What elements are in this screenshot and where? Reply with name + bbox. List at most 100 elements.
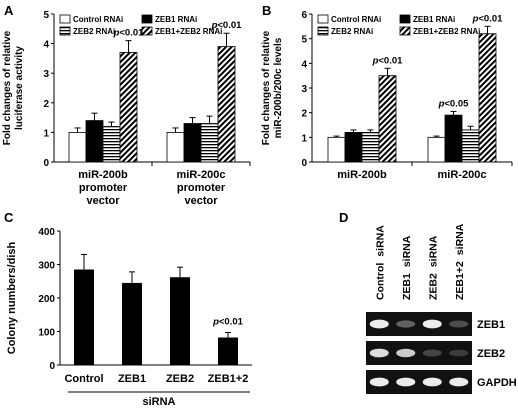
c-y-tick-label: 0 bbox=[49, 361, 55, 372]
b-p-value-label: p<0.05 bbox=[438, 98, 470, 109]
a-bar bbox=[85, 120, 104, 163]
a-group-label: promoter bbox=[79, 182, 128, 194]
gel-lane-label: ZEB1siRNA bbox=[401, 235, 413, 300]
b-legend-label: Control RNAi bbox=[331, 15, 381, 24]
a-bar bbox=[217, 46, 236, 163]
a-p-value-label: p<0.01 bbox=[211, 20, 243, 31]
a-y-tick-label: 4 bbox=[43, 40, 49, 51]
b-p-value-label: p<0.01 bbox=[472, 13, 504, 24]
c-y-axis-label: Colony numbers/dish bbox=[6, 241, 18, 354]
gel-row-label: ZEB1 bbox=[477, 319, 505, 331]
c-bar bbox=[122, 282, 142, 365]
a-group-label: vector bbox=[184, 195, 218, 207]
gel-band bbox=[369, 377, 389, 387]
c-group-label: siRNA bbox=[142, 396, 175, 408]
gel-band bbox=[422, 349, 442, 357]
b-y-axis-label: miR-200b/200c levels bbox=[273, 37, 284, 138]
b-group-label: miR-200c bbox=[438, 169, 487, 181]
b-y-tick-label: 0 bbox=[301, 158, 307, 169]
a-y-axis-label: Fold changes of relative bbox=[2, 30, 13, 145]
a-group-label: promoter bbox=[177, 182, 226, 194]
gel-lane-label: ZEB1+2siRNA bbox=[454, 223, 466, 300]
gel-band bbox=[449, 377, 469, 387]
gel-band bbox=[396, 320, 416, 328]
c-y-tick-label: 300 bbox=[38, 261, 55, 272]
a-bar bbox=[166, 131, 185, 163]
a-bar bbox=[200, 123, 219, 163]
a-group-label: miR-200b bbox=[78, 169, 128, 181]
b-bar bbox=[461, 129, 480, 163]
b-legend-label: ZEB2 RNAi bbox=[331, 27, 373, 36]
c-category-label: ZEB1+2 bbox=[208, 373, 249, 385]
a-p-value-label: p<0.01 bbox=[113, 28, 145, 39]
a-legend-label: Control RNAi bbox=[73, 15, 123, 24]
b-y-tick-label: 3 bbox=[301, 84, 307, 95]
panel-letter-b: B bbox=[262, 3, 271, 18]
b-legend-swatch bbox=[399, 14, 411, 24]
c-bar bbox=[218, 337, 238, 365]
b-legend-label: ZEB1 RNAi bbox=[413, 15, 455, 24]
chart-panel-b: 0 1 2 3 4 5 6 Fold changes of relative miR-200b/… bbox=[261, 10, 513, 181]
b-y-axis-label: Fold changes of relative bbox=[261, 30, 272, 145]
b-y-tick-label: 4 bbox=[301, 59, 307, 70]
panel-letter-c: C bbox=[4, 210, 14, 225]
b-bar bbox=[427, 136, 446, 163]
a-group-label: miR-200c bbox=[177, 169, 226, 181]
gel-band bbox=[422, 377, 442, 387]
a-legend-label: ZEB1 RNAi bbox=[155, 15, 197, 24]
b-legend-swatch bbox=[317, 14, 329, 24]
b-legend-label: ZEB1+ZEB2 RNAi bbox=[413, 27, 480, 36]
c-bar bbox=[170, 277, 190, 365]
a-y-tick-label: 1 bbox=[43, 128, 49, 139]
a-legend-swatch bbox=[141, 14, 153, 24]
panel-letter-d: D bbox=[339, 210, 348, 225]
b-legend-swatch bbox=[317, 26, 329, 36]
a-y-tick-label: 5 bbox=[43, 10, 49, 21]
b-bar bbox=[478, 33, 497, 163]
a-y-tick-label: 0 bbox=[43, 158, 49, 169]
chart-panel-c: 0 100 200 300 400 Colony numbers/dish Control Z… bbox=[6, 227, 252, 408]
b-legend-swatch bbox=[399, 26, 411, 36]
gel-band bbox=[422, 319, 442, 329]
a-legend-label: ZEB1+ZEB2 RNAi bbox=[155, 27, 222, 36]
gel-band bbox=[449, 349, 469, 357]
a-legend-label: ZEB2 RNAi bbox=[73, 27, 115, 36]
a-y-tick-label: 2 bbox=[43, 99, 49, 110]
b-y-tick-label: 1 bbox=[301, 133, 307, 144]
gel-row-label: GAPDH bbox=[477, 377, 517, 389]
b-y-tick-label: 2 bbox=[301, 109, 307, 120]
c-y-tick-label: 200 bbox=[38, 294, 55, 305]
a-legend-swatch bbox=[141, 26, 153, 36]
panel-letter-a: A bbox=[4, 3, 14, 18]
a-legend-swatch bbox=[59, 26, 71, 36]
b-y-tick-label: 5 bbox=[301, 35, 307, 46]
b-p-value-label: p<0.01 bbox=[372, 55, 404, 66]
a-bar bbox=[102, 126, 121, 163]
a-group-label: vector bbox=[86, 195, 120, 207]
b-group-label: miR-200b bbox=[337, 169, 387, 181]
a-bar bbox=[119, 52, 138, 163]
c-category-label: Control bbox=[64, 373, 103, 385]
b-y-tick-label: 6 bbox=[301, 10, 307, 21]
gel-band bbox=[396, 348, 416, 358]
a-legend-swatch bbox=[59, 14, 71, 24]
c-bar bbox=[74, 269, 94, 365]
gel-band bbox=[449, 320, 469, 328]
b-bar bbox=[361, 131, 380, 163]
gel-band bbox=[369, 348, 389, 358]
b-bar bbox=[444, 114, 463, 163]
gel-lane-label: ControlsiRNA bbox=[374, 225, 386, 300]
a-bar bbox=[183, 123, 202, 163]
gel-lane-label: ZEB2siRNA bbox=[427, 235, 439, 300]
c-y-tick-label: 400 bbox=[38, 227, 55, 238]
chart-panel-a: 0 1 2 3 4 5 Fold changes of relative luciferase… bbox=[2, 10, 251, 207]
c-category-label: ZEB2 bbox=[166, 373, 194, 385]
gel-band bbox=[396, 377, 416, 387]
c-y-tick-label: 100 bbox=[38, 328, 55, 339]
a-y-axis-label: luciferase activity bbox=[14, 46, 25, 130]
b-bar bbox=[327, 136, 346, 163]
a-bar bbox=[68, 131, 87, 163]
b-bar bbox=[378, 75, 397, 163]
gel-band bbox=[369, 319, 389, 329]
